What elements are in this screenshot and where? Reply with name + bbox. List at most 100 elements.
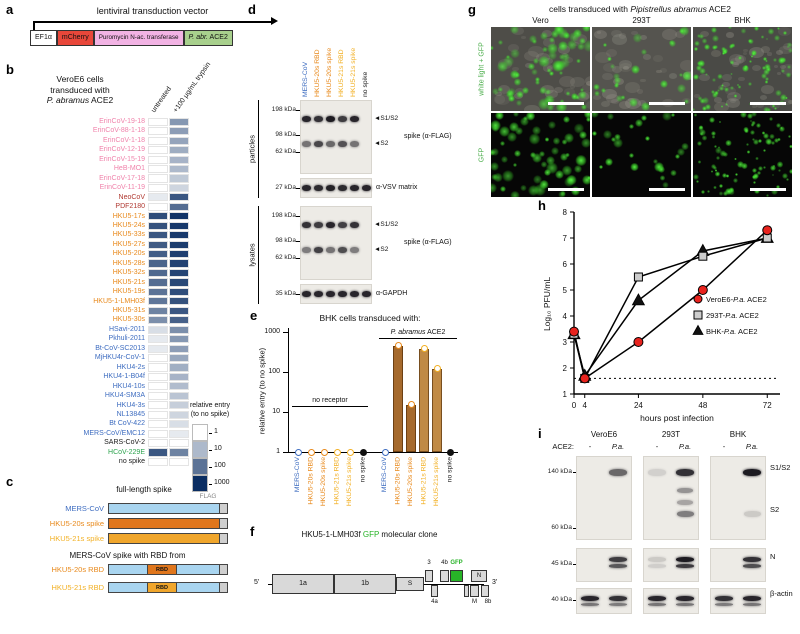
b-heatmap-cell xyxy=(148,297,168,306)
gfp-cell-blob xyxy=(707,190,711,194)
e-y-tick-label: 1 xyxy=(276,448,280,455)
b-heatmap-cell xyxy=(169,429,189,438)
c-row-label: HKU5-21s RBD xyxy=(51,583,104,592)
d-band-arrow-label: ◄S1/S2 xyxy=(374,115,399,123)
panel-c-flag-label: FLAG xyxy=(199,493,217,500)
gfp-cell-blob xyxy=(531,68,538,75)
cell-texture-blob xyxy=(623,66,629,70)
gfp-cell-blob xyxy=(558,190,566,197)
gfp-cell-blob xyxy=(586,175,590,181)
gfp-cell-blob xyxy=(621,95,626,100)
panel-e-label: e xyxy=(250,308,258,323)
gfp-cell-blob xyxy=(713,185,717,190)
b-heatmap-cell xyxy=(169,448,189,457)
gfp-cell-blob xyxy=(699,67,706,75)
i-band-s1s2 xyxy=(743,468,761,476)
gfp-cell-blob xyxy=(695,65,702,72)
cell-texture-blob xyxy=(565,56,574,63)
b-row-label: HKU5-30s xyxy=(112,316,145,324)
cell-texture-blob xyxy=(602,89,617,100)
i-band-n xyxy=(676,564,694,568)
i-band-n xyxy=(676,556,694,562)
i-marker-label: 40 kDa xyxy=(551,596,572,603)
b-heatmap-cell xyxy=(169,250,189,259)
gfp-cell-blob xyxy=(499,141,506,147)
vector-segment: P. abr. ACE2 xyxy=(183,30,233,46)
d-band xyxy=(337,141,347,148)
e-group-label-no-receptor: no receptor xyxy=(312,397,348,404)
f-orf-label-3: 3 xyxy=(427,560,431,566)
h-y-tick-label: 1 xyxy=(563,390,568,399)
b-legend-tick xyxy=(209,466,212,468)
gfp-cell-blob xyxy=(711,45,717,50)
i-lane-label: - xyxy=(655,442,659,451)
b-heatmap-cell xyxy=(148,316,168,325)
d-section-bracket xyxy=(258,100,259,198)
gfp-cell-blob xyxy=(573,123,585,134)
gfp-cell-blob xyxy=(676,148,685,156)
gfp-cell-blob xyxy=(700,190,705,195)
cell-texture-blob xyxy=(584,76,590,87)
cell-texture-blob xyxy=(642,54,652,61)
gfp-cell-blob xyxy=(547,120,557,129)
gfp-cell-blob xyxy=(555,101,568,111)
e-data-point xyxy=(381,448,389,456)
h-x-tick-label: 4 xyxy=(583,401,588,410)
e-data-point xyxy=(433,365,441,373)
b-heatmap-cell xyxy=(148,202,168,211)
d-marker-dash xyxy=(296,240,300,242)
i-band-n xyxy=(648,564,666,568)
gfp-cell-blob xyxy=(770,164,776,171)
i-band-n xyxy=(743,564,761,568)
b-heatmap-cell xyxy=(169,420,189,429)
gfp-cell-blob xyxy=(677,84,687,94)
d-band xyxy=(313,247,323,254)
h-x-tick-label: 48 xyxy=(698,401,707,410)
gfp-cell-blob xyxy=(775,89,782,97)
panel-h-label: h xyxy=(538,198,546,213)
gfp-cell-blob xyxy=(497,86,504,92)
gfp-cell-blob xyxy=(614,133,621,141)
gfp-cell-blob xyxy=(719,150,726,157)
h-series-line xyxy=(573,237,768,378)
gfp-cell-blob xyxy=(658,166,666,174)
gfp-cell-blob xyxy=(502,55,515,68)
gfp-cell-blob xyxy=(558,54,565,61)
gfp-cell-blob xyxy=(760,35,764,39)
b-row-label: HSavi-2011 xyxy=(108,325,145,333)
c-flag-tag xyxy=(219,583,227,592)
b-heatmap-cell xyxy=(169,174,189,183)
cell-texture-blob xyxy=(787,99,792,105)
gfp-cell-blob xyxy=(773,34,781,42)
i-band-actin xyxy=(676,602,694,606)
panel-c-chimera-header: MERS-CoV spike with RBD from xyxy=(69,551,186,560)
gfp-cell-blob xyxy=(629,123,635,129)
cell-texture-blob xyxy=(783,99,792,105)
h-marker-circle xyxy=(633,337,644,347)
gfp-cell-blob xyxy=(542,46,548,52)
b-legend-swatch xyxy=(192,475,208,492)
gfp-cell-blob xyxy=(701,38,708,44)
i-band-actin xyxy=(715,595,733,601)
d-band xyxy=(325,185,335,191)
b-heatmap-cell xyxy=(169,335,189,344)
gfp-cell-blob xyxy=(555,170,565,180)
gfp-cell-blob xyxy=(734,157,737,161)
gfp-cell-blob xyxy=(520,184,528,192)
b-heatmap-cell xyxy=(148,221,168,230)
gfp-cell-blob xyxy=(670,113,675,117)
scale-bar xyxy=(750,188,786,191)
cell-texture-blob xyxy=(602,72,614,81)
cell-texture-blob xyxy=(547,65,553,70)
micrograph-bhk-gfp xyxy=(693,113,792,197)
cell-texture-blob xyxy=(700,31,709,38)
gfp-cell-blob xyxy=(748,59,752,63)
b-row-label: ErinCoV-17-18 xyxy=(99,174,145,182)
b-heatmap-cell xyxy=(148,344,168,353)
gfp-cell-blob xyxy=(776,161,784,168)
b-row-label: Bt-CoV-SC2013 xyxy=(95,344,145,352)
cell-texture-blob xyxy=(545,89,558,99)
gfp-cell-blob xyxy=(545,89,552,96)
i-marker-label: 60 kDa xyxy=(551,524,572,531)
d-band xyxy=(301,116,311,123)
